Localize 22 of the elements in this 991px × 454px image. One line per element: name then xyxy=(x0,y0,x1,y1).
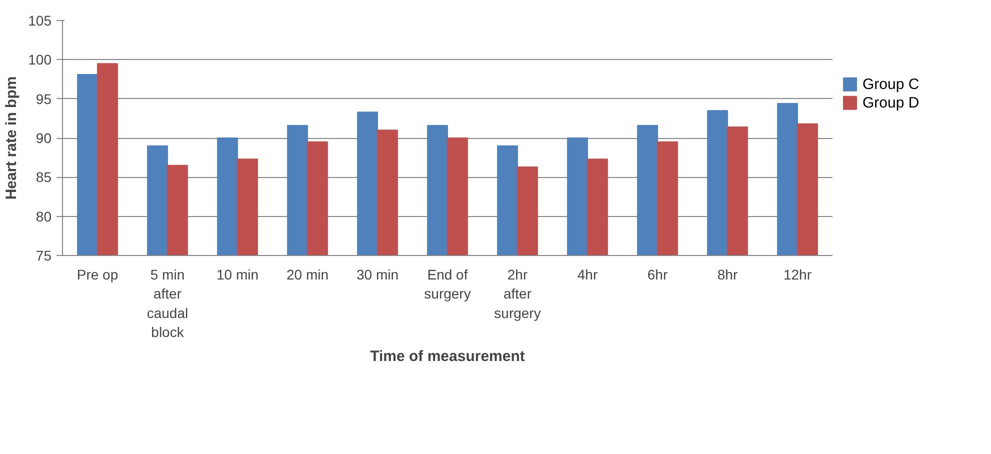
x-tick-label: 4hr xyxy=(577,266,598,282)
x-tick-label: 20 min xyxy=(286,266,329,282)
x-tick-label: 10 min xyxy=(216,266,259,282)
x-tick-label: 6hr xyxy=(647,266,668,282)
y-axis-title: Heart rate in bpm xyxy=(3,76,20,200)
x-tick-label: 8hr xyxy=(717,266,738,282)
x-tick-label: End of surgery xyxy=(424,266,471,302)
x-tick-label: 5 min after caudal block xyxy=(146,266,188,340)
x-axis-title: Time of measurement xyxy=(370,348,525,366)
y-tick-label: 75 xyxy=(36,248,52,264)
y-tick-label: 100 xyxy=(28,52,52,68)
y-tick-label: 105 xyxy=(28,12,52,28)
x-tick-label: 30 min xyxy=(356,266,399,282)
y-tick-label: 85 xyxy=(36,169,52,186)
y-tick-label: 80 xyxy=(36,208,52,224)
x-tick-label: Pre op xyxy=(76,266,118,282)
x-tick-label: 2hr after surgery xyxy=(494,266,541,321)
x-tick-label: 12hr xyxy=(783,266,812,282)
y-tick-label: 95 xyxy=(36,90,52,107)
y-tick-label: 90 xyxy=(36,130,52,146)
legend-label: Group C xyxy=(862,76,920,93)
legend-label: Group D xyxy=(862,94,920,112)
